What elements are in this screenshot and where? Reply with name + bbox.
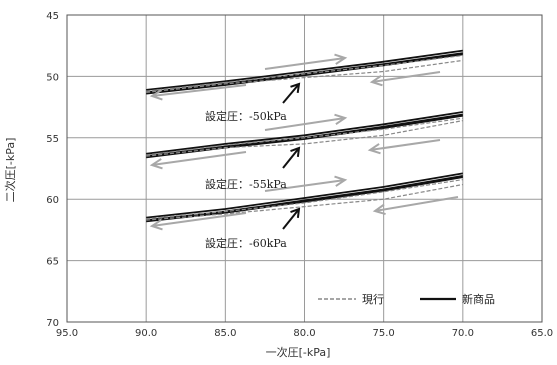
series-new-line-60kPa [146,175,463,221]
arrow-decrease-50-right [371,71,441,83]
arrow-increase-50-head [334,53,348,65]
x-tick-label: 90.0 [135,328,157,339]
arrow-decrease-55-right-head [367,143,381,155]
y-tick-label: 55 [46,134,59,145]
annotation-50kpa: 設定圧：-50kPa [205,109,287,123]
y-tick-label: 60 [46,195,59,206]
y-axis-label: 二次圧[-kPa] [3,138,17,203]
y-tick-label: 70 [46,318,59,329]
plot-frame [66,14,543,323]
arrow-increase-60 [264,179,346,192]
series-current-line-50kPa [146,59,463,93]
y-tick-label: 45 [46,11,59,22]
x-tick-label: 75.0 [373,328,395,339]
arrow-decrease-60-right-head [372,203,386,216]
arrow-setpoint-55-head [290,146,301,158]
series-new-line-55kPa [146,111,463,155]
arrow-setpoint-60-head [290,207,301,219]
y-tick-label: 50 [46,72,59,83]
annotation-55kpa: 設定圧：-55kPa [205,177,287,191]
legend: 現行 新商品 [318,292,495,306]
x-tick-label: 70.0 [452,328,474,339]
arrow-decrease-50-left [151,84,247,97]
arrow-decrease-50-right-head [369,74,383,87]
arrow-decrease-60-left [151,212,247,227]
legend-label-current: 現行 [362,293,384,306]
series-current-line-55kPa [146,120,463,157]
arrow-increase-50 [264,57,346,70]
x-tick-label: 85.0 [214,328,236,339]
arrow-increase-60-head [334,175,348,187]
series-new-line-55kPa [146,114,463,159]
arrow-decrease-60-right [374,196,459,212]
series-current-line-60kPa [146,183,463,221]
x-tick-label: 80.0 [293,328,315,339]
arrow-setpoint-50 [282,83,300,104]
x-tick-labels: 95.0 90.0 85.0 80.0 75.0 70.0 65.0 [56,328,553,339]
y-tick-label: 65 [46,257,59,268]
legend-label-new: 新商品 [462,292,495,306]
series-new-line-60kPa [146,172,463,219]
annotation-60kpa: 設定圧：-60kPa [205,236,287,250]
arrow-increase-55-head [334,113,348,126]
arrow-decrease-55-left-head [149,158,163,170]
x-tick-label: 65.0 [531,328,553,339]
y-tick-labels: 45 50 55 60 65 70 [46,11,59,329]
arrow-layer [149,53,459,231]
x-tick-label: 95.0 [56,328,78,339]
arrow-decrease-55-left [151,151,247,166]
arrow-decrease-55-right [369,139,441,151]
arrow-setpoint-55 [282,147,300,169]
arrow-decrease-60-left-head [149,219,163,231]
series-new-line-50kPa [146,49,463,91]
series-current-line-60kPa [146,179,463,220]
arrow-setpoint-60 [282,208,300,230]
arrow-increase-55 [264,117,346,131]
x-axis-label: 一次圧[-kPa] [266,345,331,359]
series-current-line-55kPa [146,117,463,156]
series-new-line-60kPa [146,176,463,223]
series-layer [146,49,463,223]
series-current-line-50kPa [146,54,463,92]
arrow-setpoint-50-head [290,82,301,94]
arrow-decrease-50-left-head [149,89,163,101]
